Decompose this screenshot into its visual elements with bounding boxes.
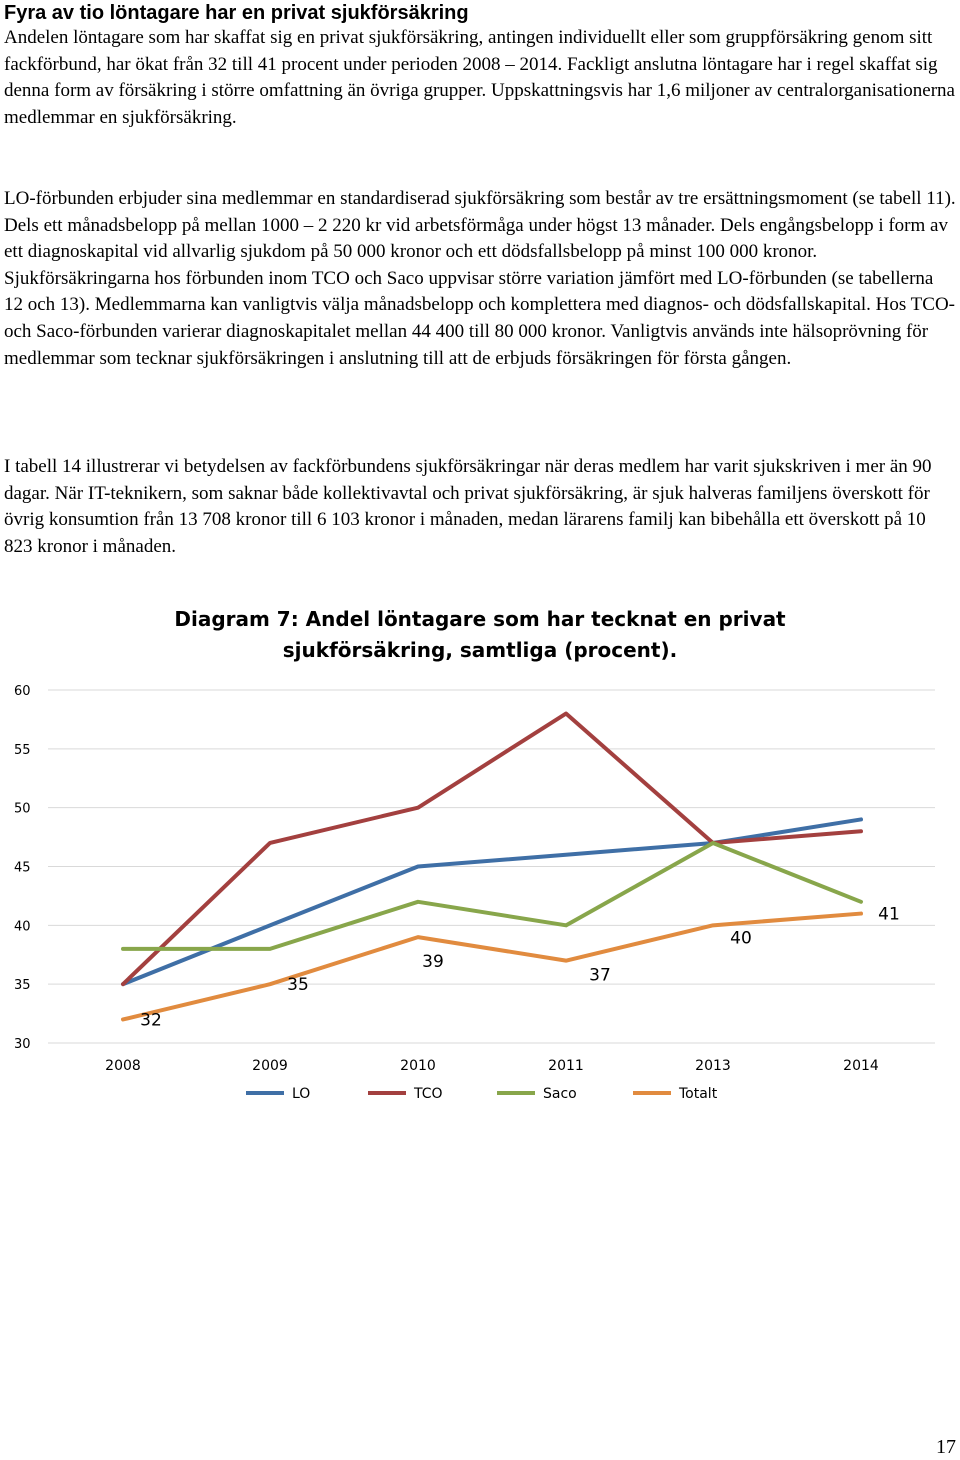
page-number: 17 [936,1436,956,1458]
legend-label-totalt: Totalt [678,1086,718,1102]
series-line-totalt [121,911,863,1022]
y-tick-label: 35 [14,978,31,993]
y-tick-label: 40 [14,919,31,934]
legend-label-lo: LO [292,1086,310,1102]
y-tick-label: 45 [14,861,31,876]
x-tick-label: 2014 [843,1058,879,1074]
x-tick-label: 2008 [105,1058,141,1074]
x-tick-label: 2013 [695,1058,731,1074]
y-axis-ticks: 30 35 40 45 50 55 60 [14,684,31,1052]
series-line-lo [121,817,863,987]
series-line-saco [121,840,863,951]
chart-series [121,711,863,1022]
y-tick-label: 30 [14,1037,31,1052]
paragraph-intro: Andelen löntagare som har skaffat sig en… [4,27,955,128]
data-label: 41 [878,905,900,925]
chart-data-labels: 32 35 39 37 40 41 [140,905,900,1031]
data-label: 40 [730,928,752,948]
legend-label-saco: Saco [543,1086,577,1102]
data-label: 37 [589,966,611,986]
y-tick-label: 55 [14,743,31,758]
x-tick-label: 2011 [548,1058,584,1074]
data-label: 35 [287,975,309,995]
y-tick-label: 60 [14,684,31,699]
section-heading: Fyra av tio löntagare har en privat sjuk… [4,2,469,24]
chart-title: Diagram 7: Andel löntagare som har teckn… [174,607,786,662]
paragraph-lo-forbunden: LO-förbunden erbjuder sina medlemmar en … [4,188,956,369]
y-tick-label: 50 [14,802,31,817]
x-tick-label: 2010 [400,1058,436,1074]
legend-label-tco: TCO [413,1086,443,1102]
paragraph-tabell-14: I tabell 14 illustrerar vi betydelsen av… [4,456,932,557]
chart-gridlines [48,689,935,1044]
data-label: 32 [140,1010,162,1030]
x-axis-ticks: 2008 2009 2010 2011 2013 2014 [105,1058,879,1074]
series-line-tco [121,711,863,987]
chart-legend: LO TCO Saco Totalt [246,1086,718,1102]
x-tick-label: 2009 [252,1058,288,1074]
data-label: 39 [422,952,444,972]
